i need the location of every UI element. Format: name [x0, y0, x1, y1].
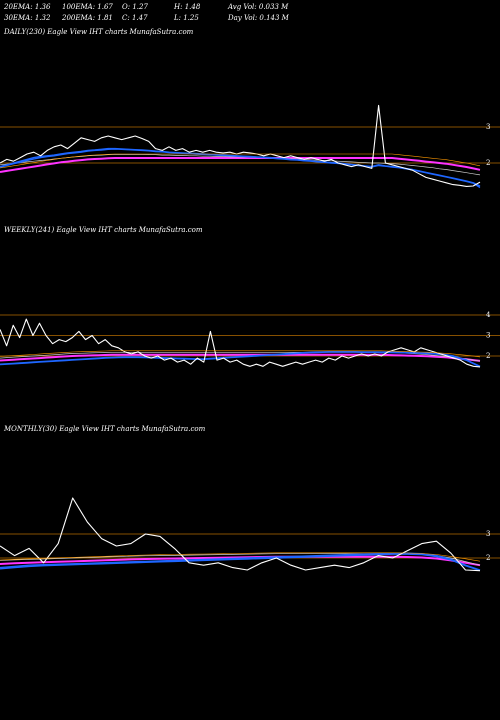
header-stat-row2-1: 200EMA: 1.81: [61, 14, 113, 22]
ema-slow-line: [0, 353, 481, 362]
price-line: [0, 497, 481, 572]
header-stat-row1-4: Avg Vol: 0.033 M: [227, 3, 289, 11]
y-tick-label: 4: [486, 311, 491, 319]
y-tick-label: 3: [486, 530, 490, 538]
stats-header: 20EMA: 1.36 100EMA: 1.67 O: 1.27 H: 1.48 Avg…: [3, 3, 290, 22]
panel-title: DAILY(230) Eagle View IHT charts MunafaS…: [3, 28, 194, 36]
ema-fast-line: [0, 552, 481, 571]
header-stat-row2-3: L: 1.25: [173, 14, 199, 22]
y-tick-label: 2: [486, 352, 490, 360]
ema-fast-line: [0, 147, 481, 187]
y-tick-label: 2: [486, 554, 490, 562]
header-stat-row1-3: H: 1.48: [173, 3, 201, 11]
panel-2: MONTHLY(30) Eagle View IHT charts Munafa…: [0, 425, 500, 572]
ema-fast-line: [0, 351, 481, 367]
ema-mid-line: [0, 350, 481, 358]
header-stat-row2-2: C: 1.47: [122, 14, 148, 22]
panel-1: WEEKLY(241) Eagle View IHT charts Munafa…: [0, 226, 500, 368]
y-tick-label: 3: [486, 332, 490, 340]
panel-0: DAILY(230) Eagle View IHT charts MunafaS…: [0, 28, 500, 189]
chart-panels: DAILY(230) Eagle View IHT charts MunafaS…: [0, 28, 500, 572]
y-tick-label: 3: [486, 123, 490, 131]
ema-slow-line: [0, 555, 481, 567]
header-stat-row1-0: 20EMA: 1.36: [3, 3, 51, 11]
price-line: [0, 318, 481, 368]
header-stat-row2-0: 30EMA: 1.32: [4, 14, 51, 22]
price-line: [0, 104, 481, 187]
panel-title: WEEKLY(241) Eagle View IHT charts Munafa…: [4, 226, 203, 234]
header-stat-row2-4: Day Vol: 0.143 M: [227, 14, 290, 22]
header-stat-row1-2: O: 1.27: [122, 3, 148, 11]
ema-mid-line: [0, 153, 481, 169]
ema-slow-line: [0, 157, 481, 173]
header-stat-row1-1: 100EMA: 1.67: [62, 3, 113, 11]
panel-title: MONTHLY(30) Eagle View IHT charts Munafa…: [3, 425, 206, 433]
ema-mid-line: [0, 552, 481, 562]
y-tick-label: 2: [486, 159, 490, 167]
